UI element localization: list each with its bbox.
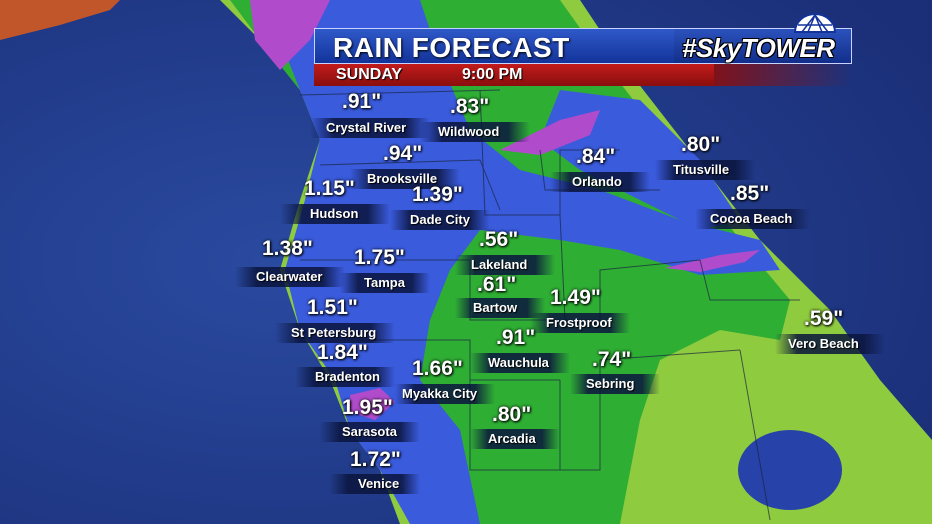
label-bar (390, 210, 490, 230)
label-bar (275, 323, 395, 343)
forecast-day: SUNDAY (336, 66, 403, 83)
label-bar (470, 353, 570, 373)
label-bar (320, 422, 420, 442)
rain-amount: 1.84" (317, 341, 368, 364)
skytower-dome-icon (793, 13, 837, 33)
station-name: Arcadia (488, 431, 536, 446)
title-bar: RAIN FORECAST (314, 28, 714, 64)
subtitle-bar: SUNDAY 9:00 PM (314, 64, 714, 86)
label-bar (295, 367, 395, 387)
label-bar (455, 255, 555, 275)
lake-okeechobee (738, 430, 842, 510)
station-name: St Petersburg (291, 325, 377, 340)
brand-logo: #SkyTOWER (682, 33, 835, 63)
heavy-rain-area-central (500, 110, 600, 155)
label-bar (280, 204, 390, 224)
rain-amount: .56" (479, 228, 519, 251)
rain-amount: .80" (492, 403, 532, 426)
label-bar (470, 429, 560, 449)
rain-amount: 1.15" (304, 177, 355, 200)
station-name: Venice (358, 476, 400, 491)
label-bar (310, 118, 430, 138)
rain-amount: .85" (730, 182, 770, 205)
station-name: Lakeland (471, 257, 528, 272)
station-name: Sebring (586, 376, 635, 391)
label-bar (530, 313, 630, 333)
rain-amount: .61" (477, 273, 517, 296)
label-bar (235, 267, 345, 287)
rain-amount: .74" (592, 348, 632, 371)
rain-amount: 1.51" (307, 296, 358, 319)
rain-amount: .94" (383, 142, 423, 165)
label-bar (570, 374, 660, 394)
heavy-rain-area-east (665, 250, 760, 272)
label-bar (550, 172, 650, 192)
forecast-time: 9:00 PM (462, 66, 523, 83)
station-name: Vero Beach (788, 336, 859, 351)
station-name: Cocoa Beach (710, 211, 793, 226)
station-name: Bartow (473, 300, 518, 315)
station-name: Sarasota (342, 424, 397, 439)
rain-amount: .91" (496, 326, 536, 349)
station-name: Frostproof (546, 315, 612, 330)
station-name: Crystal River (326, 120, 407, 135)
panhandle-land (0, 0, 120, 40)
station-name: Hudson (310, 206, 359, 221)
label-bar (395, 384, 495, 404)
station-name: Brooksville (367, 171, 438, 186)
rain-amount: 1.38" (262, 237, 313, 260)
forecast-header: RAIN FORECAST #SkyTOWER SUNDAY 9:00 PM (314, 13, 852, 86)
station-name: Wildwood (438, 124, 500, 139)
station-name: Bradenton (315, 369, 380, 384)
rain-amount: 1.95" (342, 396, 393, 419)
brand-bar: #SkyTOWER (674, 13, 852, 64)
station-name: Myakka City (402, 386, 478, 401)
label-bar (330, 474, 420, 494)
label-bar (340, 273, 430, 293)
station-name: Wauchula (488, 355, 549, 370)
label-bar (655, 160, 755, 180)
station-name: Dade City (410, 212, 470, 227)
rain-amount: .83" (450, 95, 490, 118)
rain-amount: 1.75" (354, 246, 405, 269)
label-bar (775, 334, 885, 354)
rain-amount: 1.49" (550, 286, 601, 309)
rain-amount: 1.72" (350, 448, 401, 471)
rain-amount: .80" (681, 133, 721, 156)
rain-amount: .91" (342, 90, 382, 113)
rain-amount: 1.39" (412, 183, 463, 206)
label-bar (455, 298, 545, 318)
rain-amount: 1.66" (412, 357, 463, 380)
heavy-rain-area-north (250, 0, 330, 70)
label-bar (420, 122, 530, 142)
station-name: Tampa (364, 275, 405, 290)
rain-amount: .84" (576, 145, 616, 168)
station-name: Titusville (673, 162, 730, 177)
station-name: Clearwater (256, 269, 323, 284)
label-bar (695, 209, 810, 229)
label-bar (350, 169, 460, 189)
subtitle-bar-fade (714, 64, 852, 86)
station-name: Orlando (572, 174, 622, 189)
rain-amount: .59" (804, 307, 844, 330)
heavy-rain-area-sarasota (350, 388, 395, 420)
forecast-title: RAIN FORECAST (333, 32, 570, 63)
